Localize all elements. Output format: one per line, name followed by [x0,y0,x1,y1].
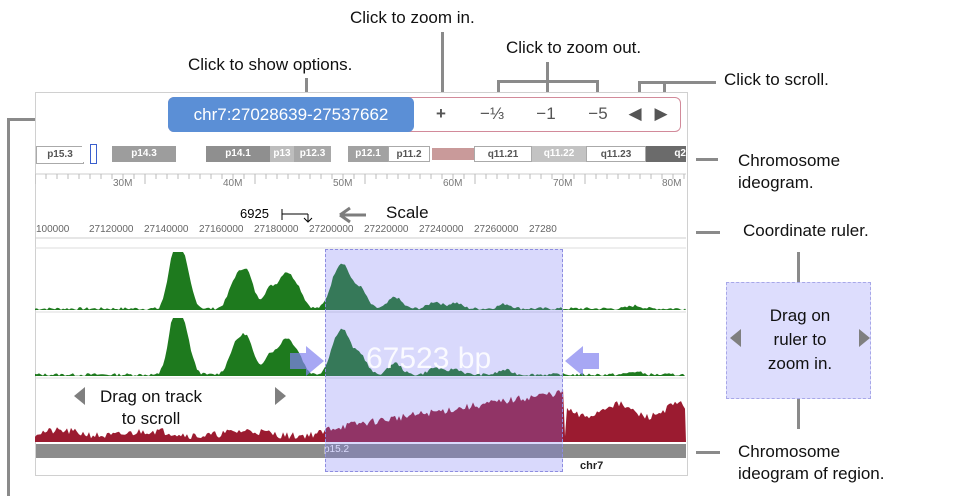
zoom-out-connector-mid [546,80,549,96]
scroll-connector-left [638,81,641,96]
coordinate-label: 27260000 [474,224,519,235]
coordinate-label: 27120000 [89,224,134,235]
coordinate-label: 27280 [529,224,557,235]
ideogram-band[interactable]: p12.1 [348,146,388,162]
zoom-in-connector [441,32,444,94]
scale-callout: Scale [386,203,429,222]
zoom-out-connector-right [596,80,599,96]
ideogram-band[interactable]: p14.1 [206,146,270,162]
ideogram-ruler-label: 80M [662,178,682,189]
ideogram-band[interactable]: p12.3 [294,146,331,162]
green-track-2 [35,318,686,376]
drag-ruler-hint-box [726,282,871,399]
zoom-in-button[interactable]: + [436,104,446,123]
chromosome-ideogram-callout: Chromosome ideogram. [738,151,841,192]
options-left-connector [7,118,10,496]
selection-size-label: 67523 bp [366,342,492,375]
scroll-callout: Click to scroll. [724,70,829,89]
coordinate-label: 27200000 [309,224,354,235]
ideogram-band[interactable]: q11.23 [586,146,646,162]
ideogram-band[interactable]: p14.3 [112,146,176,162]
ideogram-band[interactable]: p13 [270,146,294,162]
drag-ruler-connector-bottom [797,399,800,429]
selection-right-arrow-icon [290,346,324,376]
ideogram-ruler-label: 70M [553,178,573,189]
drag-ruler-connector-top [797,252,800,282]
zoom-out-connector-top [546,62,549,82]
ideogram-ruler-label: 30M [113,178,133,189]
coordinate-label: 27180000 [254,224,299,235]
ideogram-ruler[interactable] [35,166,686,196]
ideogram-band[interactable]: q11.22 [532,146,586,162]
drag-selection-region[interactable] [325,249,563,472]
region-ideogram-band-label: p15.2 [324,444,350,455]
coordinate-label: 27140000 [144,224,189,235]
drag-ruler-callout: Drag on ruler to zoom in. [767,306,833,373]
options-connector [305,78,308,95]
scroll-right-button[interactable]: ▶ [654,104,668,123]
ruler-connector [696,231,720,234]
ideogram-ruler-label: 40M [223,178,243,189]
zoom-out-third-button[interactable]: −⅓ [479,104,505,123]
ideogram-band[interactable]: q2 [646,146,686,162]
zoom-out-5-button[interactable]: −5 [588,104,608,123]
zoom-out-1-button[interactable]: −1 [536,104,556,123]
scroll-right-hint-icon [275,387,286,405]
ideogram-band[interactable]: q11.21 [474,146,532,162]
coordinate-label: 27240000 [419,224,464,235]
region-connector [696,451,720,454]
ideogram-ruler-label: 50M [333,178,353,189]
red-track [35,388,686,442]
scale-arrow-icon [339,206,366,224]
green-track-1 [35,252,686,310]
scroll-left-button[interactable]: ◀ [628,104,642,123]
zoom-in-callout: Click to zoom in. [350,8,475,27]
coordinate-ruler[interactable] [35,214,686,246]
ideogram-connector [696,158,718,161]
ideogram-ruler-label: 60M [443,178,463,189]
zoom-out-callout: Click to zoom out. [506,38,642,57]
locus-display-button[interactable]: chr7:27028639-27537662 [168,97,414,132]
zoom-hint-right-icon [859,329,870,347]
ideogram-centromere[interactable] [432,148,474,160]
ideogram-view-marker [90,144,97,164]
region-ideogram[interactable] [36,444,686,458]
scale-bar-icon [281,209,313,223]
ideogram-band[interactable] [82,146,96,162]
ideogram-band[interactable]: p15.3 [36,146,84,164]
drag-track-callout: Drag on track to scroll [100,387,203,428]
signal-tracks[interactable] [35,246,686,446]
scroll-connector-bar [638,81,716,84]
scale-value: 6925 [240,206,269,221]
scroll-connector-right [663,81,666,96]
region-ideogram-chrom-label: chr7 [580,460,604,472]
coordinate-label: 27220000 [364,224,409,235]
coordinate-label: 100000 [36,224,70,235]
scroll-left-hint-icon [74,387,85,405]
ideogram-band[interactable]: p11.2 [388,146,430,162]
coordinate-label: 27160000 [199,224,244,235]
region-ideogram-callout: Chromosome ideogram of region. [738,442,885,483]
zoom-hint-left-icon [730,329,741,347]
zoom-out-connector-left [497,80,500,96]
selection-left-arrow-icon [565,346,599,376]
show-options-callout: Click to show options. [188,55,353,74]
coordinate-ruler-callout: Coordinate ruler. [743,221,869,240]
